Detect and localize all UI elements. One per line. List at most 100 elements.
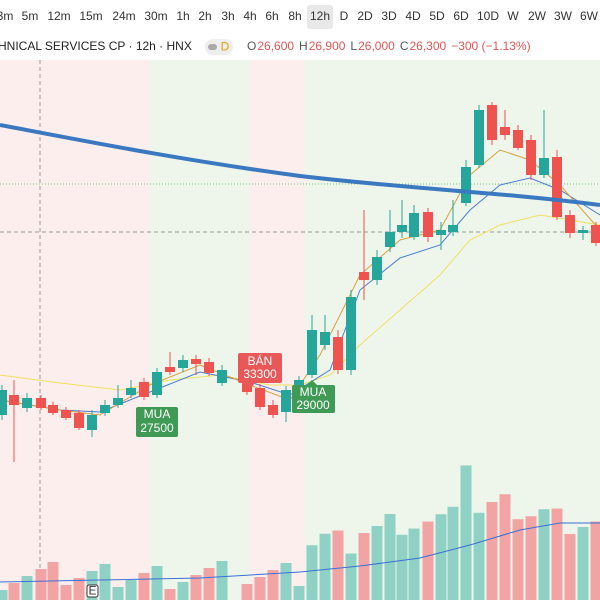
timeframe[interactable]: 5m bbox=[22, 9, 39, 23]
candle-body bbox=[87, 415, 97, 430]
volume-ma bbox=[0, 522, 600, 583]
ohlc-label: L bbox=[350, 39, 357, 53]
timeframe-active[interactable] bbox=[307, 5, 333, 29]
indicator-label[interactable]: D bbox=[221, 40, 230, 54]
volume-bar bbox=[21, 576, 33, 600]
volume-bar bbox=[408, 528, 420, 600]
candle-body bbox=[436, 230, 446, 235]
timeframe[interactable]: 6W bbox=[580, 9, 599, 23]
event-badge-label[interactable]: E bbox=[88, 584, 96, 598]
arrow bbox=[245, 383, 255, 389]
candle-body bbox=[48, 405, 58, 413]
signal-buy: MUA 29000 bbox=[292, 380, 335, 413]
timeframe[interactable]: 3h bbox=[221, 9, 234, 23]
timeframe[interactable]: 2h bbox=[198, 9, 211, 23]
timeframe[interactable]: 3m bbox=[0, 9, 13, 23]
candle-body bbox=[578, 230, 588, 233]
volume-bar bbox=[590, 521, 600, 600]
volume-bar bbox=[512, 519, 524, 600]
timeframe[interactable]: 2W bbox=[528, 9, 547, 23]
candle-body bbox=[461, 167, 471, 203]
candle-body bbox=[268, 405, 278, 415]
event-badge[interactable] bbox=[86, 584, 99, 598]
volume-bar bbox=[164, 589, 176, 600]
timeframe[interactable]: W bbox=[507, 9, 519, 23]
timeframe[interactable]: 12m bbox=[47, 9, 70, 23]
timeframe[interactable]: 3D bbox=[381, 9, 397, 23]
timeframe[interactable]: 30m bbox=[144, 9, 167, 23]
candle-body bbox=[139, 382, 149, 397]
volume-bar bbox=[35, 569, 47, 600]
volume-bar bbox=[254, 577, 266, 600]
volume-bar bbox=[151, 566, 163, 600]
timeframe[interactable]: 15m bbox=[79, 9, 102, 23]
volume-bar bbox=[216, 561, 228, 600]
timeframe[interactable]: 6D bbox=[453, 9, 469, 23]
candles bbox=[0, 102, 600, 462]
volume-bar bbox=[525, 516, 537, 600]
candle-body bbox=[409, 213, 419, 237]
timeframe[interactable]: 8h bbox=[288, 9, 301, 23]
volume-bar bbox=[499, 494, 511, 600]
candle-body bbox=[487, 105, 497, 140]
candle-body bbox=[152, 372, 162, 395]
volume-bar bbox=[0, 590, 8, 600]
arrow bbox=[306, 380, 318, 386]
candle-body bbox=[0, 390, 7, 415]
volume-bar bbox=[422, 521, 434, 600]
volume-bar bbox=[486, 502, 498, 600]
candle-body bbox=[113, 398, 123, 405]
volume-bar bbox=[267, 570, 279, 600]
candle-body bbox=[500, 127, 510, 135]
ma-short bbox=[0, 149, 600, 416]
ohlc-label: C bbox=[400, 39, 409, 53]
candle-body bbox=[217, 370, 227, 383]
candle-body bbox=[61, 410, 71, 418]
header bbox=[0, 0, 600, 60]
timeframe[interactable]: D bbox=[340, 9, 349, 23]
signal-label: BÁN bbox=[248, 353, 273, 368]
candle-body bbox=[552, 157, 562, 217]
candle-body bbox=[74, 413, 84, 428]
volume-bar bbox=[396, 534, 408, 600]
volume-bar bbox=[203, 568, 215, 600]
timeframe[interactable]: 5D bbox=[429, 9, 445, 23]
volume-bar bbox=[177, 582, 189, 600]
signal-label: MUA bbox=[300, 385, 327, 399]
ohlc-value: 26,300 bbox=[409, 39, 446, 53]
timeframe[interactable]: 6h bbox=[265, 9, 278, 23]
candle-body bbox=[423, 212, 433, 237]
timeframe-bar: 3m 5m 12m 15m 24m 30m 1h 2h 3h 4h 6h 8h 12h D 2D 3D 4D 5D… bbox=[0, 5, 599, 29]
volume-bar bbox=[460, 465, 472, 600]
timeframe[interactable]: 3W bbox=[554, 9, 573, 23]
timeframe[interactable]: 24m bbox=[112, 9, 135, 23]
volume-bar bbox=[473, 512, 485, 600]
candle-body bbox=[448, 225, 458, 232]
volume-bar bbox=[447, 506, 459, 600]
timeframe[interactable]: 12h bbox=[310, 9, 330, 23]
ohlc-label: H bbox=[299, 39, 308, 53]
candle-body bbox=[307, 330, 317, 375]
timeframe[interactable]: 1h bbox=[176, 9, 189, 23]
volume-bar bbox=[241, 584, 253, 600]
timeframe[interactable]: 4D bbox=[405, 9, 421, 23]
signal-price: 29000 bbox=[296, 398, 330, 412]
candle-body bbox=[359, 272, 369, 280]
candle-body bbox=[565, 215, 575, 233]
timeframe[interactable]: 2D bbox=[357, 9, 373, 23]
ohlc-label: O bbox=[247, 39, 256, 53]
candle-body bbox=[9, 395, 19, 405]
candle-body bbox=[526, 140, 536, 175]
volume-bar bbox=[112, 587, 124, 600]
indicator-pill[interactable] bbox=[205, 39, 233, 55]
signal-box bbox=[238, 353, 282, 383]
timeframe[interactable]: 10D bbox=[477, 9, 499, 23]
signal-label: MUA bbox=[144, 407, 171, 421]
candle-body bbox=[36, 398, 46, 408]
candle-body bbox=[474, 110, 484, 165]
timeframe[interactable]: 4h bbox=[243, 9, 256, 23]
volume-bar bbox=[384, 514, 396, 600]
toggle[interactable] bbox=[208, 44, 217, 50]
ohlc-value: 26,000 bbox=[358, 39, 395, 53]
